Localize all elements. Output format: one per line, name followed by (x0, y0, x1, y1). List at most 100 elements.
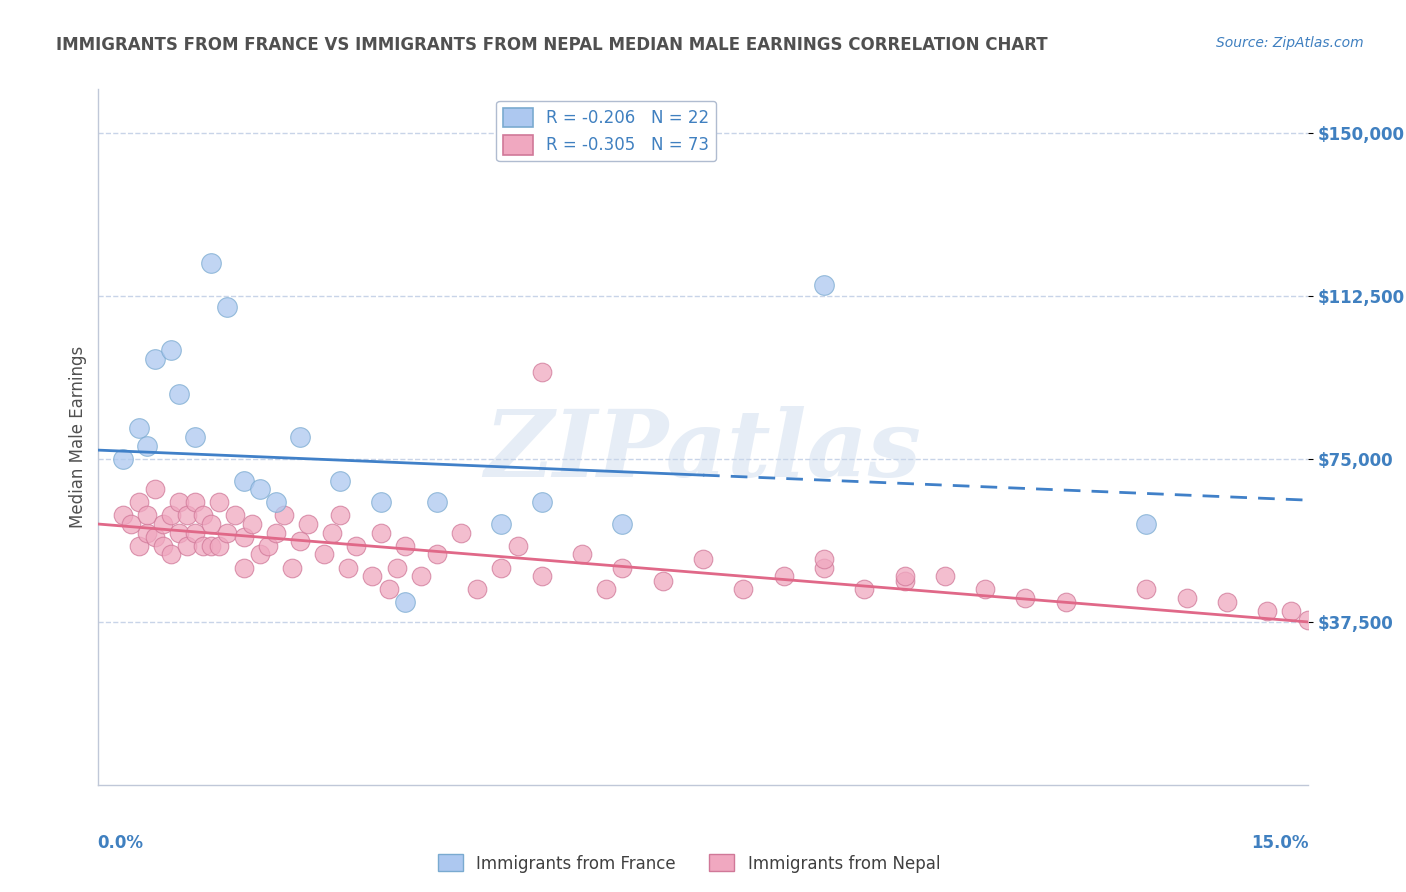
Point (200, 539, 222, 553)
Point (200, 516, 222, 531)
Point (394, 539, 416, 553)
Point (377, 582, 399, 597)
Point (281, 560, 304, 574)
Point (491, 560, 513, 574)
Point (167, 386, 190, 401)
Point (143, 482, 166, 496)
Text: Source: ZipAtlas.com: Source: ZipAtlas.com (1216, 36, 1364, 50)
Point (249, 548, 271, 562)
Point (409, 569, 432, 583)
Point (465, 582, 488, 597)
Point (176, 508, 198, 523)
Point (135, 525, 157, 540)
Point (288, 430, 311, 444)
Point (135, 508, 157, 523)
Point (256, 539, 278, 553)
Point (813, 277, 835, 292)
Point (612, 516, 634, 531)
Point (450, 525, 472, 540)
Point (193, 508, 215, 523)
Point (217, 300, 239, 314)
Point (232, 474, 254, 488)
Point (297, 516, 319, 531)
Point (974, 582, 997, 597)
Point (1216, 595, 1239, 609)
Point (249, 482, 271, 496)
Point (337, 560, 360, 574)
Point (612, 560, 634, 574)
Point (193, 539, 215, 553)
Point (240, 516, 263, 531)
Text: 15.0%: 15.0% (1251, 834, 1309, 852)
Point (1135, 516, 1157, 531)
Point (692, 551, 714, 566)
Point (184, 430, 207, 444)
Point (595, 582, 617, 597)
Point (530, 495, 553, 509)
Point (232, 560, 254, 574)
Legend: Immigrants from France, Immigrants from Nepal: Immigrants from France, Immigrants from … (432, 847, 946, 880)
Point (264, 495, 287, 509)
Point (1296, 613, 1319, 627)
Text: ZIPatlas: ZIPatlas (485, 406, 921, 496)
Point (208, 539, 231, 553)
Text: 0.0%: 0.0% (97, 834, 143, 852)
Point (506, 539, 529, 553)
Point (733, 582, 755, 597)
Legend: R = -0.206   N = 22, R = -0.305   N = 73: R = -0.206 N = 22, R = -0.305 N = 73 (496, 101, 716, 161)
Text: IMMIGRANTS FROM FRANCE VS IMMIGRANTS FROM NEPAL MEDIAN MALE EARNINGS CORRELATION: IMMIGRANTS FROM FRANCE VS IMMIGRANTS FRO… (56, 36, 1047, 54)
Point (530, 569, 553, 583)
Point (571, 548, 593, 562)
Point (370, 495, 392, 509)
Point (160, 508, 183, 523)
Point (651, 574, 673, 588)
Point (160, 548, 183, 562)
Point (184, 495, 207, 509)
Point (128, 421, 150, 435)
Point (491, 516, 513, 531)
Point (143, 351, 166, 366)
Point (1054, 595, 1077, 609)
Point (1281, 604, 1303, 618)
Point (1256, 604, 1278, 618)
Point (217, 525, 239, 540)
Point (893, 574, 915, 588)
Point (370, 525, 392, 540)
Point (813, 560, 835, 574)
Point (772, 569, 794, 583)
Point (288, 534, 311, 549)
Point (167, 525, 190, 540)
Point (152, 516, 174, 531)
Point (314, 548, 336, 562)
Point (321, 525, 343, 540)
Point (1175, 591, 1198, 605)
Point (135, 439, 157, 453)
Point (426, 548, 449, 562)
Point (167, 495, 190, 509)
Point (344, 539, 367, 553)
Point (160, 343, 183, 357)
Point (120, 516, 142, 531)
Point (184, 525, 207, 540)
Point (853, 582, 876, 597)
Point (176, 539, 198, 553)
Point (111, 508, 134, 523)
Point (128, 539, 150, 553)
Point (111, 451, 134, 466)
Y-axis label: Median Male Earnings: Median Male Earnings (69, 346, 87, 528)
Point (329, 508, 352, 523)
Point (152, 539, 174, 553)
Point (143, 530, 166, 544)
Point (1014, 591, 1036, 605)
Point (273, 508, 295, 523)
Point (224, 508, 246, 523)
Point (426, 495, 449, 509)
Point (232, 530, 254, 544)
Point (200, 256, 222, 270)
Point (394, 595, 416, 609)
Point (1135, 582, 1157, 597)
Point (813, 551, 835, 566)
Point (208, 495, 231, 509)
Point (893, 569, 915, 583)
Point (329, 474, 352, 488)
